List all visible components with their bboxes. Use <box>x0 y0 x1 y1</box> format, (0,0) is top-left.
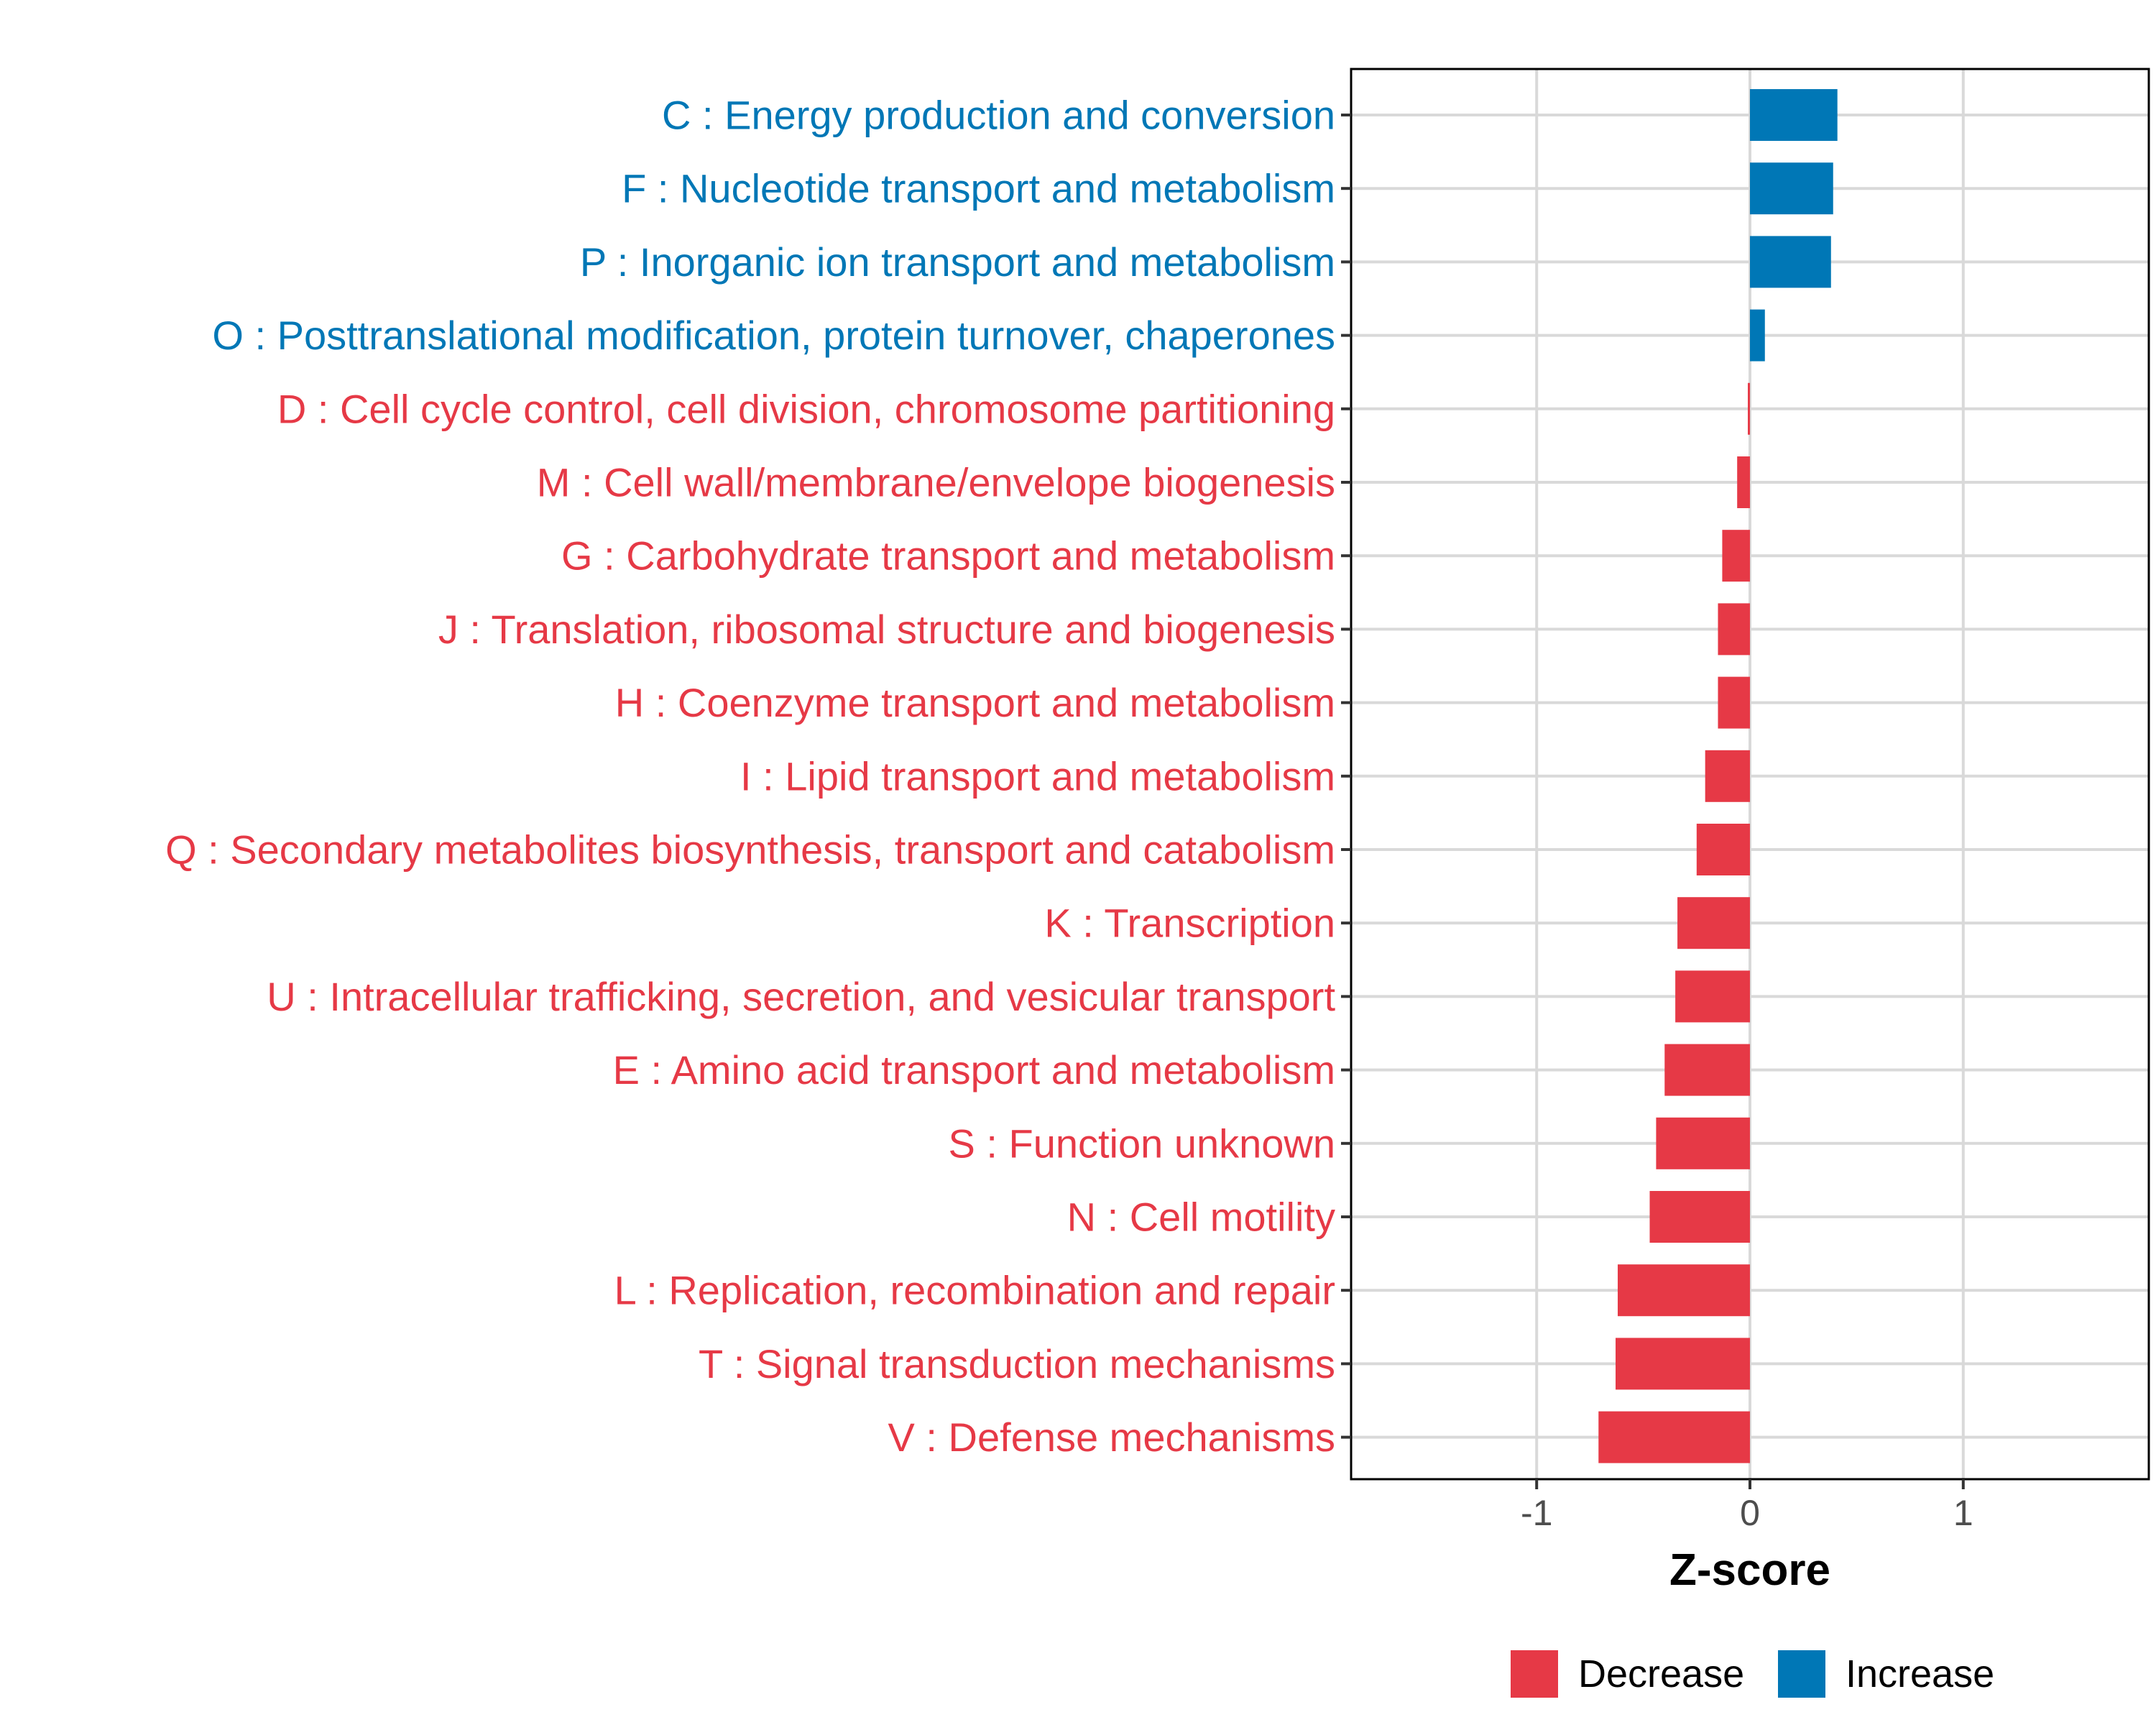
bar-m <box>1737 456 1750 508</box>
bar-s <box>1656 1117 1750 1169</box>
category-label: G : Carbohydrate transport and metabolis… <box>561 533 1335 579</box>
category-label: F : Nucleotide transport and metabolism <box>622 166 1335 211</box>
x-tick-label: -1 <box>1521 1493 1552 1533</box>
category-label: C : Energy production and conversion <box>662 93 1335 138</box>
bar-h <box>1718 676 1750 729</box>
bar-f <box>1750 162 1833 215</box>
bar-p <box>1750 236 1831 288</box>
bar-e <box>1664 1044 1750 1096</box>
category-label: H : Coenzyme transport and metabolism <box>615 680 1335 725</box>
bar-d <box>1748 382 1750 435</box>
bar-l <box>1617 1264 1750 1317</box>
y-axis: C : Energy production and conversion F : … <box>165 93 1351 1460</box>
category-label: N : Cell motility <box>1067 1195 1335 1240</box>
category-label: I : Lipid transport and metabolism <box>740 753 1335 799</box>
bar-g <box>1722 530 1750 582</box>
bar-q <box>1696 824 1750 875</box>
category-label: M : Cell wall/membrane/envelope biogenes… <box>537 460 1335 505</box>
x-axis-title: Z-score <box>1669 1545 1830 1595</box>
legend: Decrease Increase <box>1511 1650 1994 1698</box>
x-tick-label: 1 <box>1953 1493 1973 1533</box>
bar-n <box>1649 1191 1750 1243</box>
bar-u <box>1675 970 1750 1023</box>
bar-o <box>1750 309 1765 362</box>
bar-k <box>1677 897 1750 949</box>
category-label: Q : Secondary metabolites biosynthesis, … <box>165 827 1335 873</box>
category-label: U : Intracellular trafficking, secretion… <box>267 974 1335 1019</box>
bars <box>1598 89 1838 1463</box>
bar-v <box>1598 1411 1750 1463</box>
category-label: V : Defense mechanisms <box>888 1414 1335 1460</box>
category-label: K : Transcription <box>1044 901 1335 946</box>
legend-key-increase <box>1778 1650 1825 1698</box>
bar-t <box>1616 1338 1750 1390</box>
x-tick-label: 0 <box>1740 1493 1760 1533</box>
bar-i <box>1705 750 1750 802</box>
category-label: P : Inorganic ion transport and metaboli… <box>580 239 1335 285</box>
category-label: E : Amino acid transport and metabolism <box>613 1047 1335 1092</box>
category-label: D : Cell cycle control, cell division, c… <box>277 386 1335 431</box>
x-axis: -1 0 1 <box>1521 1479 1973 1533</box>
category-label: O : Posttranslational modification, prot… <box>212 313 1335 358</box>
category-label: J : Translation, ribosomal structure and… <box>438 607 1335 652</box>
bar-c <box>1750 89 1838 141</box>
category-label: L : Replication, recombination and repai… <box>614 1268 1335 1313</box>
legend-key-decrease <box>1511 1650 1558 1698</box>
category-label: S : Function unknown <box>948 1121 1335 1166</box>
category-label: T : Signal transduction mechanisms <box>699 1341 1335 1386</box>
legend-label-decrease: Decrease <box>1578 1652 1744 1696</box>
bar-j <box>1718 603 1750 656</box>
legend-label-increase: Increase <box>1846 1652 1994 1696</box>
